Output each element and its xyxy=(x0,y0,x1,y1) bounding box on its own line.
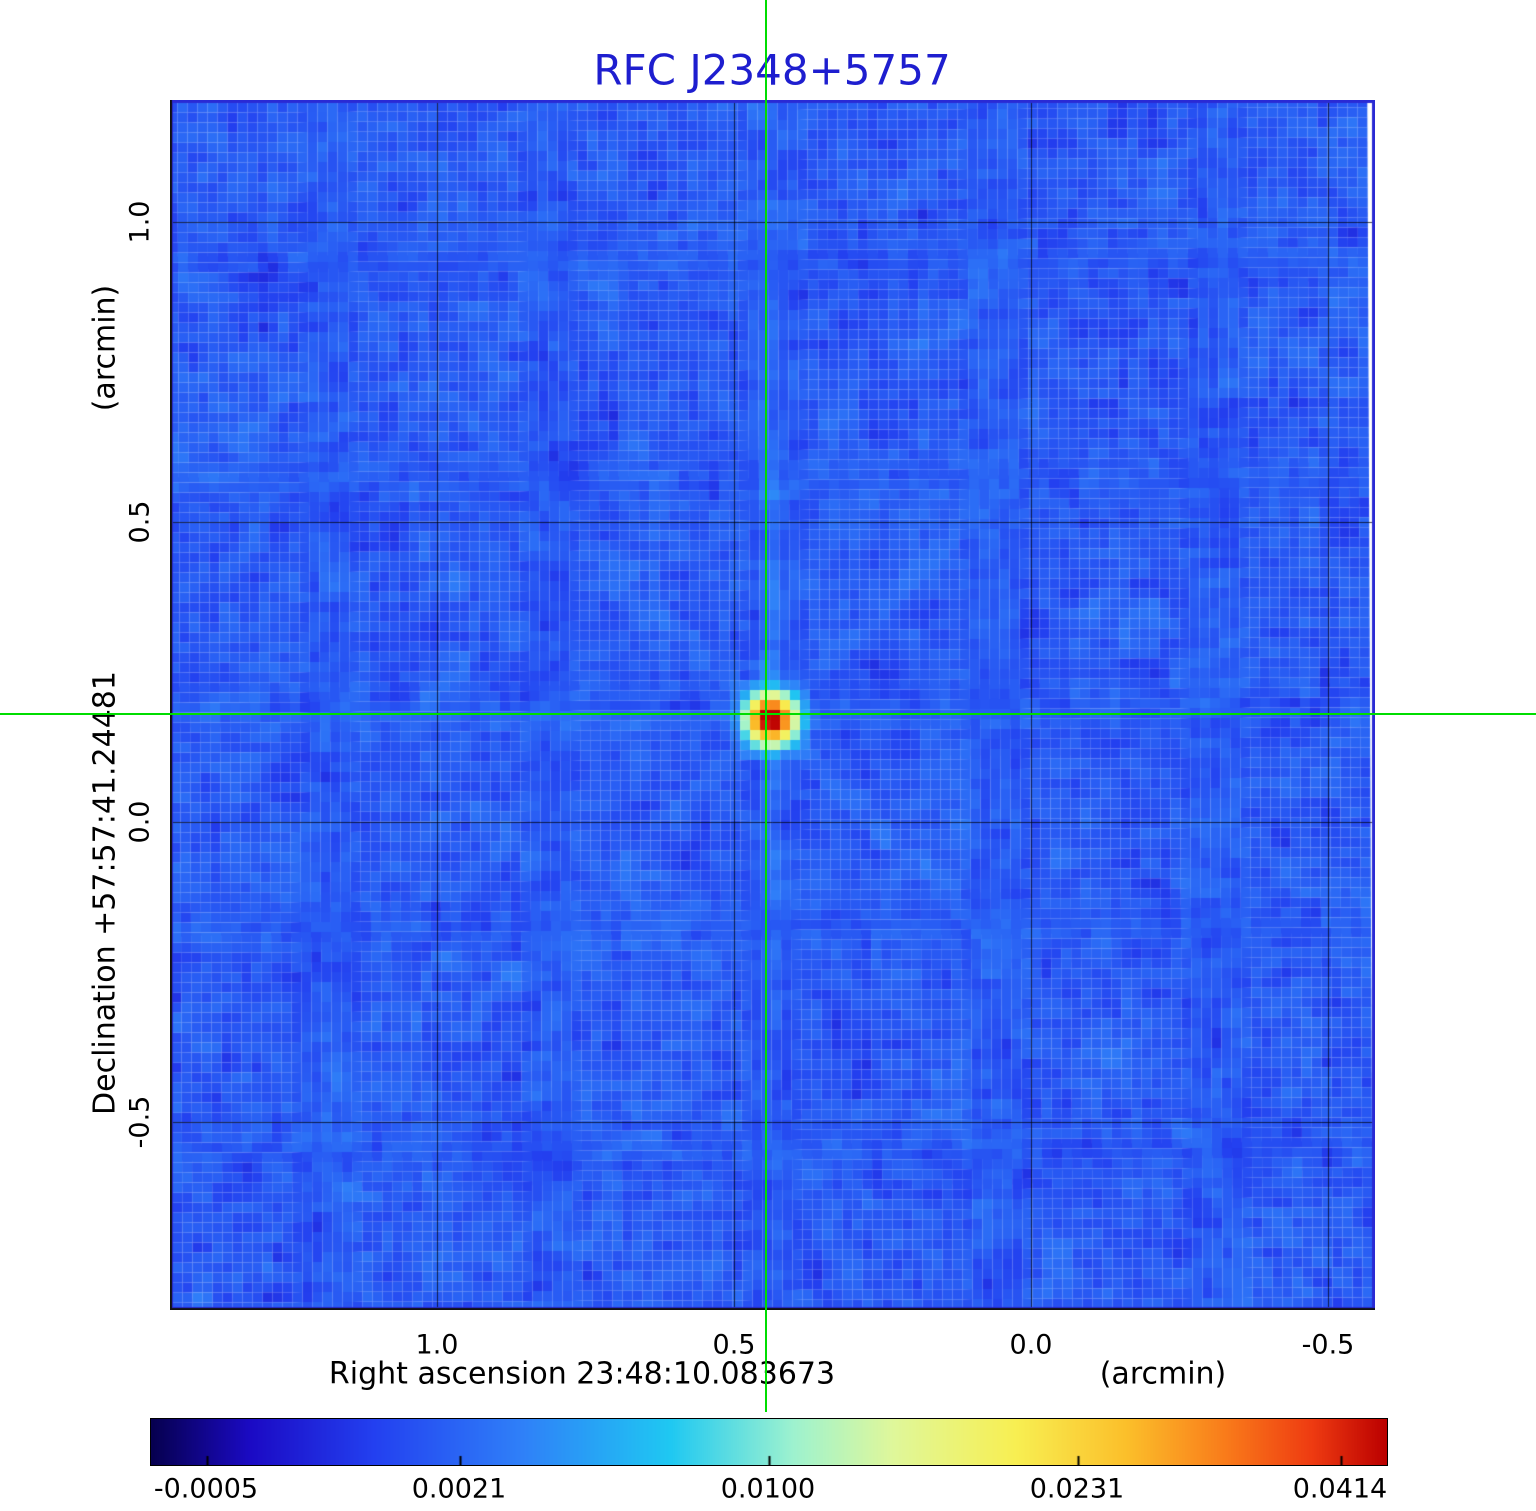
x-tick-label: -0.5 xyxy=(1301,1329,1355,1361)
x-axis-unit: (arcmin) xyxy=(1099,1356,1227,1392)
sky-map xyxy=(170,100,1375,1310)
colorbar-tick-label: -0.0005 xyxy=(153,1473,259,1505)
y-tick-label: 1.0 xyxy=(124,200,156,244)
y-tick-label: 0.5 xyxy=(124,500,156,544)
y-tick-label: -0.5 xyxy=(124,1095,156,1149)
x-axis-label: Right ascension 23:48:10.083673 xyxy=(328,1356,836,1392)
colorbar xyxy=(150,1418,1388,1466)
sky-map-canvas xyxy=(170,100,1375,1310)
crosshair-horizontal-line xyxy=(0,713,1536,715)
colorbar-tick-label: 0.0231 xyxy=(1029,1473,1125,1505)
x-tick-label: 0.0 xyxy=(1009,1329,1053,1361)
y-axis-unit: (arcmin) xyxy=(87,284,123,412)
crosshair-vertical-line xyxy=(764,0,767,1412)
y-axis-label: Declination +57:57:41.24481 xyxy=(87,671,123,1115)
plot-title: RFC J2348+5757 xyxy=(593,45,951,95)
colorbar-tick-label: 0.0021 xyxy=(411,1473,507,1505)
x-tick-label: 0.5 xyxy=(712,1329,756,1361)
colorbar-tick-label: 0.0100 xyxy=(720,1473,816,1505)
y-tick-label: 0.0 xyxy=(124,800,156,844)
colorbar-tick-label: 0.0414 xyxy=(1292,1473,1388,1505)
x-tick-label: 1.0 xyxy=(415,1329,459,1361)
